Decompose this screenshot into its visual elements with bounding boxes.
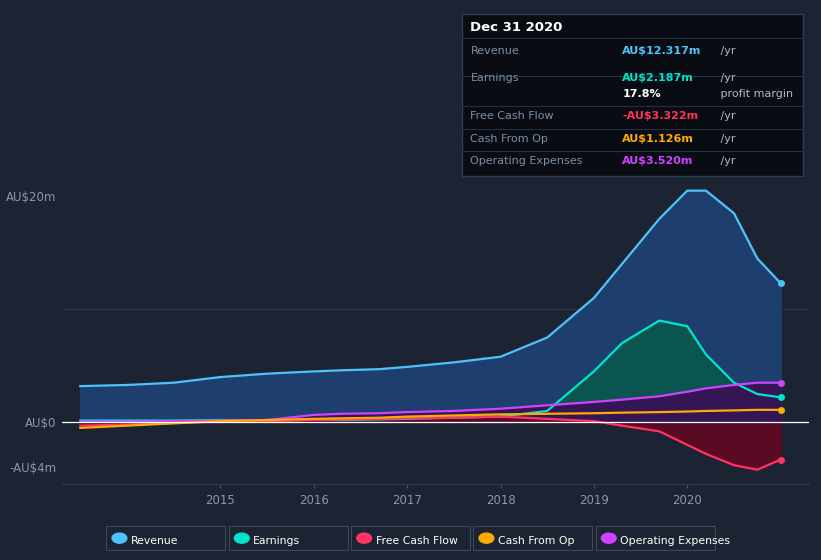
Text: Operating Expenses: Operating Expenses <box>470 156 583 166</box>
Text: Cash From Op: Cash From Op <box>498 536 575 547</box>
Text: /yr: /yr <box>717 73 736 83</box>
Text: Free Cash Flow: Free Cash Flow <box>376 536 457 547</box>
Text: Revenue: Revenue <box>131 536 178 547</box>
Text: -AU$3.322m: -AU$3.322m <box>622 111 699 122</box>
Text: AU$1.126m: AU$1.126m <box>622 134 695 144</box>
Text: AU$3.520m: AU$3.520m <box>622 156 694 166</box>
Text: Cash From Op: Cash From Op <box>470 134 548 144</box>
Text: Free Cash Flow: Free Cash Flow <box>470 111 554 122</box>
Text: /yr: /yr <box>717 156 736 166</box>
Text: /yr: /yr <box>717 134 736 144</box>
Text: Dec 31 2020: Dec 31 2020 <box>470 21 563 34</box>
Text: profit margin: profit margin <box>717 89 793 99</box>
Text: Earnings: Earnings <box>470 73 519 83</box>
Text: Revenue: Revenue <box>470 46 519 57</box>
Text: /yr: /yr <box>717 111 736 122</box>
Text: 17.8%: 17.8% <box>622 89 661 99</box>
Text: AU$2.187m: AU$2.187m <box>622 73 694 83</box>
Text: /yr: /yr <box>717 46 736 57</box>
Text: Earnings: Earnings <box>254 536 300 547</box>
Text: Operating Expenses: Operating Expenses <box>621 536 730 547</box>
Text: AU$12.317m: AU$12.317m <box>622 46 702 57</box>
